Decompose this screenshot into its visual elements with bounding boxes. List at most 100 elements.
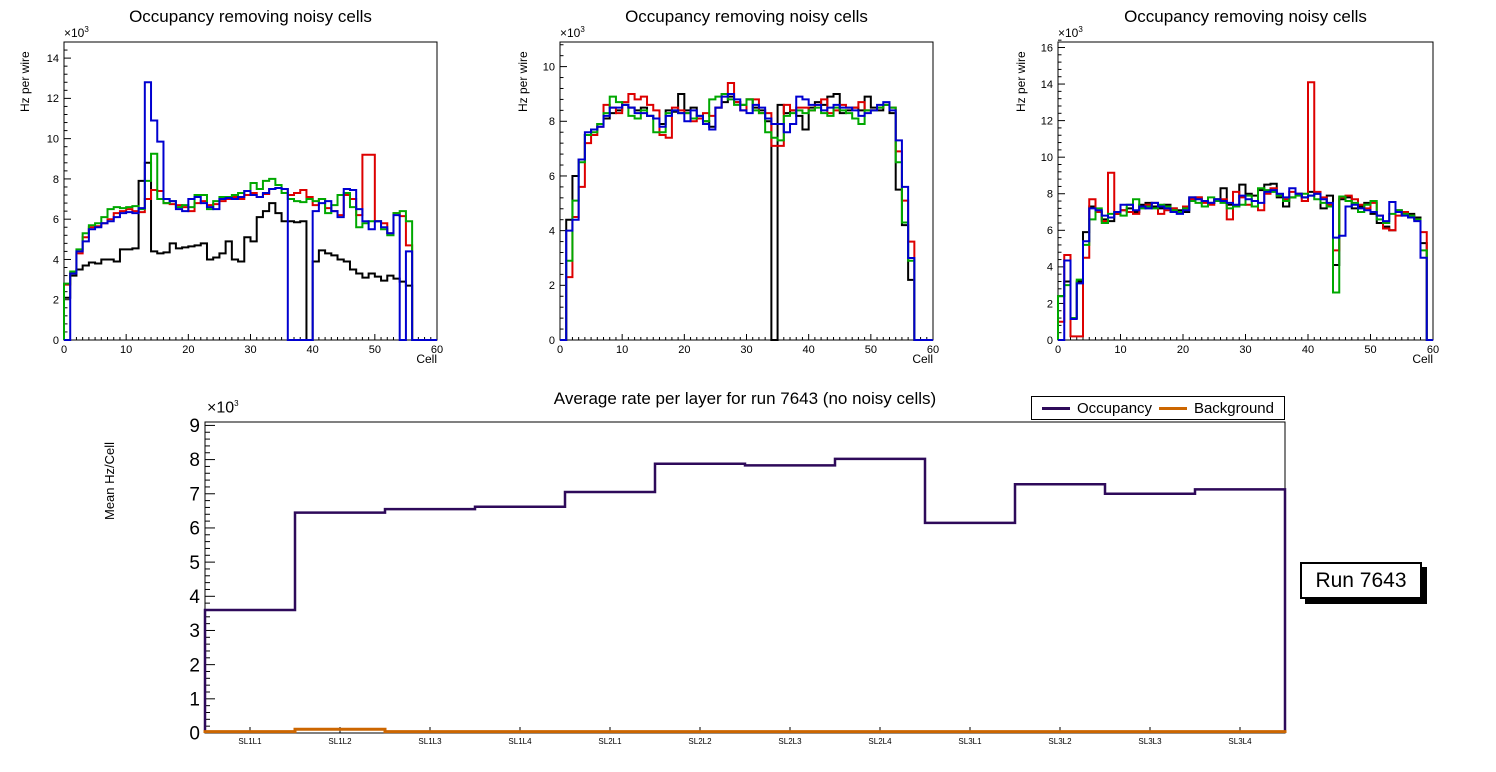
- pad-occupancy-3: 0 2 4 6 8 10 12 14 16 0 10 20 30 40 50 60 Occupancy rem…: [996, 0, 1496, 386]
- series-layer4-blue: [1058, 187, 1433, 341]
- x-tick-label: 60: [431, 344, 443, 356]
- y-tick-label: 4: [1047, 262, 1053, 274]
- y-tick-label: 0: [189, 724, 200, 745]
- x-category-label: SL3L1: [958, 737, 982, 746]
- pad-average-rate: 0 1 2 3 4 5 6 7 8 9 SL1L1 SL1L2 SL1L3 SL1L4 SL2L1 SL2L2…: [0, 386, 1496, 772]
- y-tick-label: 14: [1041, 79, 1053, 91]
- series-layer4-blue: [64, 81, 437, 341]
- x-tick-label: 0: [557, 344, 563, 356]
- x-tick-label: 30: [1239, 344, 1251, 356]
- legend-label-occupancy: Occupancy: [1077, 399, 1153, 417]
- y-tick-label: 2: [53, 295, 59, 307]
- x-axis-title: Cell: [912, 352, 933, 366]
- x-category-label: SL2L3: [778, 737, 802, 746]
- series-layer1-black: [560, 92, 933, 341]
- chart-title: Average rate per layer for run 7643 (no …: [553, 389, 937, 408]
- y-tick-label: 2: [189, 655, 200, 676]
- x-tick-label: 0: [61, 344, 67, 356]
- chart-title: Occupancy removing noisy cells: [129, 7, 372, 26]
- x-category-label: SL2L2: [688, 737, 712, 746]
- average-rate-plot: 0 1 2 3 4 5 6 7 8 9 SL1L1 SL1L2 SL1L3 SL1L4 SL2L1 SL2L2…: [189, 416, 1287, 746]
- x-category-label: SL3L3: [1138, 737, 1162, 746]
- y-tick-label: 0: [53, 335, 59, 347]
- x-tick-label: 0: [1055, 344, 1061, 356]
- y-tick-label: 16: [1041, 42, 1053, 54]
- y-tick-label: 6: [189, 519, 200, 540]
- y-tick-label: 0: [549, 335, 555, 347]
- x-tick-label: 50: [1364, 344, 1376, 356]
- y-tick-label: 2: [1047, 298, 1053, 310]
- x-tick-label: 60: [927, 344, 939, 356]
- y-tick-label: 4: [53, 254, 59, 266]
- x-axis-title: Cell: [416, 352, 437, 366]
- y-tick-label: 6: [53, 214, 59, 226]
- series-Occupancy: [203, 457, 1287, 733]
- legend-label-background: Background: [1193, 399, 1274, 417]
- x-tick-label: 20: [182, 344, 194, 356]
- y-tick-label: 9: [189, 416, 200, 437]
- series-layer3-green: [560, 92, 933, 341]
- y-tick-label: 1: [189, 689, 200, 710]
- y-tick-label: 10: [47, 133, 59, 145]
- x-tick-label: 40: [1302, 344, 1314, 356]
- x-tick-label: 10: [1114, 344, 1126, 356]
- y-tick-label: 0: [1047, 335, 1053, 347]
- y-tick-label: 8: [1047, 189, 1053, 201]
- y-tick-label: 6: [549, 171, 555, 183]
- pad-occupancy-2: 0 2 4 6 8 10 0 10 20 30 40 50 60 Occupancy removing …: [498, 0, 996, 386]
- series-layer3-green: [63, 152, 437, 341]
- x-tick-label: 20: [678, 344, 690, 356]
- occupancy-hist-3-plot: 0 2 4 6 8 10 12 14 16 0 10 20 30 40 50 60: [1041, 39, 1439, 356]
- x-tick-label: 40: [307, 344, 319, 356]
- legend-entry-occupancy: Occupancy: [1042, 400, 1152, 417]
- y-axis-title: Hz per wire: [516, 51, 530, 112]
- y-exponent-label: ×103: [64, 25, 89, 40]
- y-tick-label: 6: [1047, 225, 1053, 237]
- pad-occupancy-1: 0 2 4 6 8 10 12 14 0 10 20 30 40 50 60 Occupancy remov…: [0, 0, 498, 386]
- y-tick-label: 3: [189, 621, 200, 642]
- chart-title: Occupancy removing noisy cells: [625, 7, 868, 26]
- y-tick-label: 4: [549, 225, 555, 237]
- x-tick-label: 10: [120, 344, 132, 356]
- y-tick-label: 5: [189, 553, 200, 574]
- occupancy-line-swatch: [1042, 406, 1070, 410]
- x-tick-label: 50: [369, 344, 381, 356]
- plot-frame: [204, 421, 1286, 734]
- y-exponent-label: ×103: [560, 25, 585, 40]
- series-layer1-black: [63, 161, 437, 341]
- x-category-label: SL2L4: [868, 737, 892, 746]
- x-category-label: SL3L4: [1228, 737, 1252, 746]
- x-tick-label: 30: [740, 344, 752, 356]
- x-tick-label: 10: [616, 344, 628, 356]
- series-layer4-blue: [560, 92, 933, 341]
- y-tick-label: 8: [549, 116, 555, 128]
- y-exponent-label: ×103: [1058, 25, 1083, 40]
- y-tick-label: 12: [47, 93, 59, 105]
- x-tick-label: 20: [1177, 344, 1189, 356]
- x-category-label: SL3L2: [1048, 737, 1072, 746]
- x-category-label: SL1L3: [418, 737, 442, 746]
- plot-frame: [559, 41, 934, 341]
- y-tick-label: 10: [543, 61, 555, 73]
- run-number-label: Run 7643: [1300, 562, 1422, 599]
- background-line-swatch: [1158, 406, 1187, 410]
- chart-title: Occupancy removing noisy cells: [1124, 7, 1367, 26]
- y-exponent-label: ×103: [207, 399, 239, 417]
- y-axis-title: Mean Hz/Cell: [102, 441, 117, 520]
- legend-entry-background: Background: [1158, 399, 1274, 417]
- x-tick-label: 30: [244, 344, 256, 356]
- occupancy-hist-1-plot: 0 2 4 6 8 10 12 14 0 10 20 30 40 50 60: [47, 41, 443, 356]
- y-axis-title: Hz per wire: [1014, 51, 1028, 112]
- y-tick-label: 12: [1041, 115, 1053, 127]
- y-tick-label: 8: [53, 174, 59, 186]
- y-tick-label: 2: [549, 280, 555, 292]
- occupancy-hist-2-plot: 0 2 4 6 8 10 0 10 20 30 40 50 60: [543, 41, 939, 356]
- x-category-label: SL2L1: [598, 737, 622, 746]
- x-tick-label: 60: [1427, 344, 1439, 356]
- series-layer2-red: [560, 82, 933, 341]
- x-tick-label: 40: [803, 344, 815, 356]
- series-Background: [203, 727, 1287, 734]
- y-tick-label: 8: [189, 450, 200, 471]
- x-tick-label: 50: [865, 344, 877, 356]
